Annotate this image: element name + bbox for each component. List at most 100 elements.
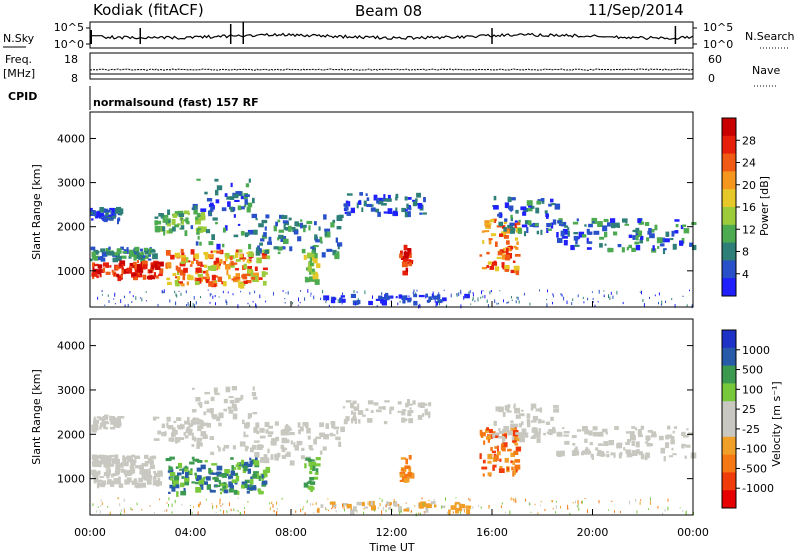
echo-cell — [285, 227, 290, 231]
echo-cell — [260, 458, 266, 463]
echo-cell — [650, 429, 653, 433]
echo-cell — [230, 261, 234, 266]
echo-cell — [211, 463, 218, 466]
noise-cell — [326, 509, 328, 511]
echo-cell — [689, 242, 693, 247]
echo-cell — [281, 215, 288, 220]
echo-cell — [245, 434, 249, 438]
y-tick-label: 3000 — [57, 384, 85, 397]
noise-cell — [450, 293, 452, 298]
echo-cell — [646, 237, 650, 242]
echo-cell — [244, 483, 248, 489]
noise-cell — [363, 508, 365, 510]
echo-cell — [515, 467, 518, 473]
echo-cell — [201, 226, 207, 232]
noise-cell — [195, 301, 197, 305]
noise-cell — [512, 498, 514, 501]
echo-cell — [267, 448, 270, 454]
echo-cell — [130, 461, 136, 466]
noise-cell — [496, 302, 498, 305]
noise-cell — [120, 299, 122, 304]
echo-cell — [215, 477, 219, 482]
echo-cell — [312, 247, 316, 253]
echo-cell — [105, 271, 111, 275]
echo-cell — [101, 480, 107, 485]
echo-cell — [399, 471, 406, 475]
noise-cell — [534, 503, 536, 506]
echo-cell — [265, 466, 271, 473]
echo-cell — [631, 450, 638, 456]
noise-cell — [145, 300, 147, 302]
echo-cell — [200, 484, 204, 490]
nave-tick-low: 0 — [708, 72, 715, 85]
echo-cell — [408, 466, 412, 472]
echo-cell — [226, 269, 229, 276]
echo-cell — [208, 467, 212, 474]
noise-cell — [171, 511, 173, 514]
echo-cell — [526, 227, 529, 233]
echo-cell — [575, 446, 578, 451]
echo-cell — [105, 473, 111, 476]
noise-cell — [269, 502, 271, 505]
echo-cell — [562, 427, 565, 430]
echo-cell — [206, 198, 213, 202]
echo-cell — [199, 405, 203, 409]
echo-cell — [380, 299, 384, 304]
echo-cell — [512, 260, 516, 263]
noise-cell — [480, 296, 482, 299]
noise-cell — [482, 290, 484, 292]
echo-cell — [412, 201, 418, 207]
echo-cell — [115, 459, 120, 465]
echo-cell — [93, 464, 100, 467]
echo-cell — [562, 235, 568, 239]
echo-cell — [510, 227, 516, 232]
echo-cell — [668, 455, 674, 458]
echo-cell — [117, 208, 124, 214]
echo-cell — [161, 226, 166, 232]
echo-cell — [563, 240, 568, 246]
noise-cell — [325, 301, 327, 303]
echo-cell — [245, 422, 250, 427]
echo-cell — [134, 253, 140, 259]
echo-cell — [581, 451, 585, 456]
echo-cell — [115, 422, 122, 427]
noise-cell — [468, 498, 469, 500]
noise-cell — [120, 509, 122, 512]
echo-cell — [230, 470, 235, 476]
echo-cell — [234, 199, 240, 202]
echo-cell — [679, 240, 684, 246]
noise-cell — [435, 304, 437, 307]
echo-cell — [359, 192, 363, 196]
nsky-trace — [89, 22, 694, 44]
echo-cell — [217, 276, 223, 282]
y-tick-label: 4000 — [57, 340, 85, 353]
echo-cell — [342, 503, 348, 506]
echo-cell — [105, 421, 110, 425]
echo-cell — [428, 296, 433, 300]
echo-cell — [400, 250, 403, 256]
noise-cell — [351, 511, 353, 514]
echo-cell — [492, 464, 497, 468]
echo-cell — [204, 391, 210, 395]
echo-cell — [144, 461, 149, 464]
echo-cell — [663, 248, 667, 251]
noise-cell — [379, 497, 381, 500]
echo-cell — [613, 454, 616, 458]
echo-cell — [673, 426, 678, 429]
echo-cell — [220, 491, 223, 495]
echo-cell — [183, 432, 186, 436]
echo-cell — [681, 443, 685, 449]
echo-cell — [172, 484, 176, 488]
echo-cell — [313, 253, 318, 259]
echo-cell — [648, 228, 652, 234]
echo-cell — [204, 191, 208, 195]
noise-cell — [118, 497, 120, 499]
echo-cell — [108, 454, 115, 458]
echo-cell — [174, 252, 181, 258]
echo-cell — [196, 440, 202, 446]
echo-cell — [183, 267, 188, 273]
echo-cell — [606, 454, 610, 458]
echo-cell — [373, 402, 379, 406]
echo-cell — [132, 468, 136, 474]
